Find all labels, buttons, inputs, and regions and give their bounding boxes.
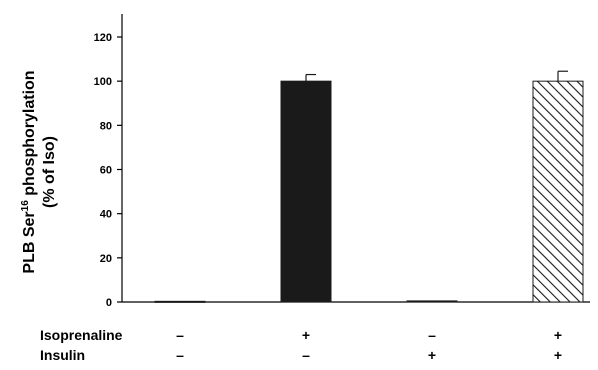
condition-sign: – [428, 327, 436, 343]
condition-sign: + [554, 347, 562, 363]
condition-sign: – [176, 347, 184, 363]
y-tick-label: 80 [100, 120, 112, 132]
axes: 0 20 40 60 80 100 120 [94, 14, 590, 309]
y-axis-label-superscript: 16 [20, 200, 31, 212]
y-tick-label: 100 [94, 76, 112, 88]
y-axis-label-unit: (% of Iso) [41, 136, 58, 208]
condition-sign: – [176, 327, 184, 343]
bar-4 [532, 80, 584, 303]
condition-sign: + [302, 327, 310, 343]
condition-sign: + [554, 327, 562, 343]
bars [154, 70, 584, 303]
condition-label-2: Insulin [40, 347, 85, 363]
y-axis-label: PLB Ser16 phosphorylation (% of Iso) [20, 70, 58, 273]
y-axis-label-rest: phosphorylation [21, 70, 38, 200]
condition-sign: – [302, 347, 310, 363]
y-tick-label: 0 [106, 297, 112, 309]
bar-1 [154, 300, 206, 303]
y-tick-label: 120 [94, 32, 112, 44]
bar-2 [280, 80, 332, 303]
svg-text:PLB Ser16 phosphorylation: PLB Ser16 phosphorylation [20, 70, 38, 273]
y-tick-label: 40 [100, 209, 112, 221]
y-axis-label-main: PLB Ser [21, 211, 38, 273]
y-tick-label: 20 [100, 253, 112, 265]
condition-label-1: Isoprenaline [40, 327, 123, 343]
condition-table: Isoprenaline – + – + Insulin – – + + [40, 327, 562, 363]
bar-3 [406, 300, 458, 303]
y-tick-label: 60 [100, 165, 112, 177]
condition-sign: + [428, 347, 436, 363]
